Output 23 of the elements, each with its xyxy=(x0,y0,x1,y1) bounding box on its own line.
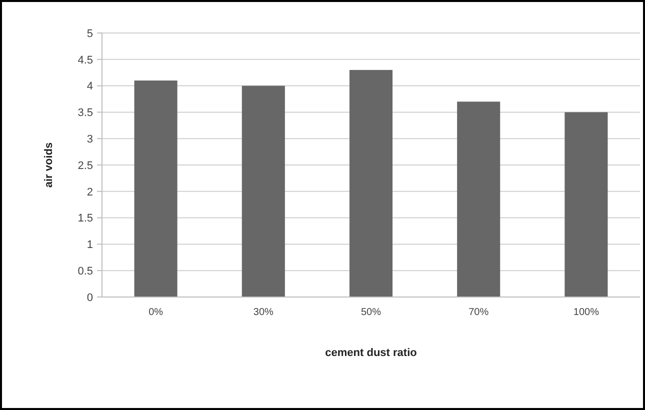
x-axis-title: cement dust ratio xyxy=(325,347,418,359)
x-tick-label: 30% xyxy=(253,307,274,318)
y-tick-label: 1 xyxy=(86,239,93,252)
y-tick-label: 0 xyxy=(86,292,93,304)
y-tick-label: 3.5 xyxy=(78,107,93,120)
y-tick-label: 3 xyxy=(86,133,93,146)
x-tick-label: 0% xyxy=(148,307,164,318)
x-tick-label: 70% xyxy=(468,307,489,318)
bar xyxy=(134,80,178,297)
y-tick-label: 4.5 xyxy=(78,54,93,66)
y-tick-label: 4 xyxy=(86,80,93,93)
y-tick-label: 5 xyxy=(86,28,93,40)
bar xyxy=(242,86,285,297)
bar xyxy=(457,102,500,297)
bar xyxy=(564,112,608,297)
bar xyxy=(349,70,393,297)
y-tick-label: 1.5 xyxy=(78,212,93,225)
y-axis-title: air voids xyxy=(43,142,55,188)
y-tick-label: 0.5 xyxy=(78,265,93,278)
x-tick-label: 50% xyxy=(360,307,382,318)
x-tick-label: 100% xyxy=(573,307,600,318)
y-tick-label: 2.5 xyxy=(78,160,93,172)
y-tick-label: 2 xyxy=(86,186,93,198)
